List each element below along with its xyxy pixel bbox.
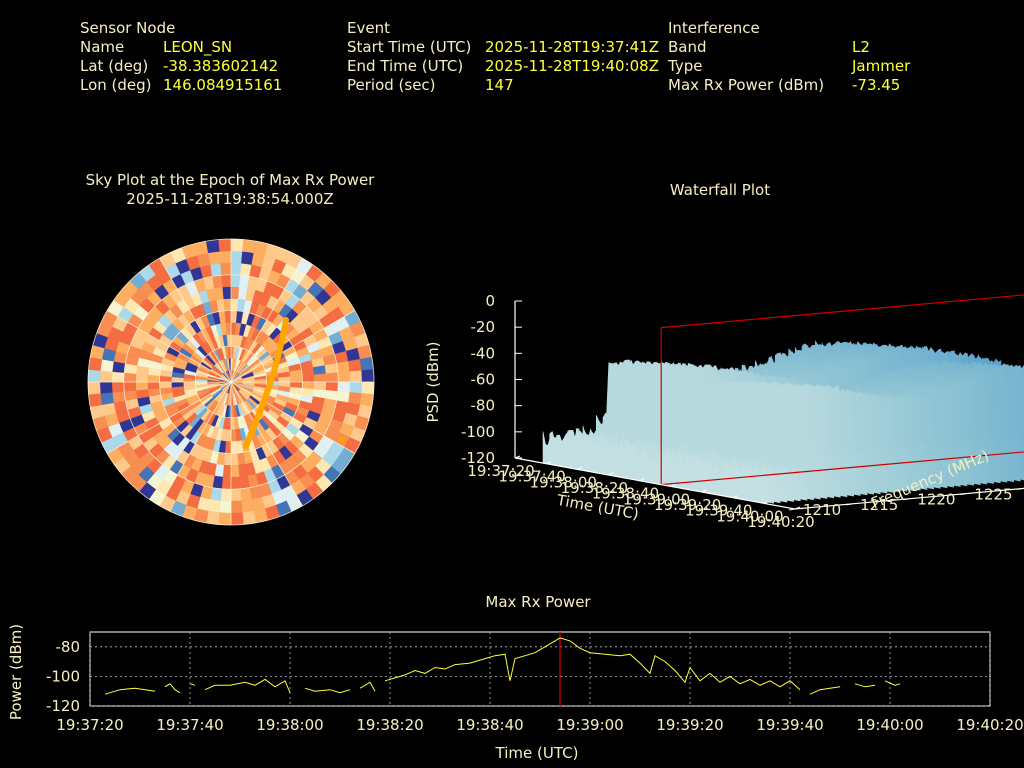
time-tick-label: 19:38:00 bbox=[530, 473, 597, 491]
time-tick-label: 19:40:00 bbox=[716, 507, 783, 525]
power-x-tick-label: 19:39:40 bbox=[756, 716, 823, 734]
satellite-point bbox=[339, 437, 345, 443]
sky-spoke bbox=[159, 381, 232, 507]
power-x-tick-label: 19:38:40 bbox=[456, 716, 523, 734]
psd-tick-label: -80 bbox=[471, 397, 496, 415]
power-x-tick-label: 19:38:20 bbox=[356, 716, 423, 734]
time-tick bbox=[545, 461, 552, 465]
satellite-track bbox=[243, 317, 289, 449]
event-period-label: Period (sec) bbox=[347, 76, 436, 94]
frequency-tick bbox=[846, 503, 853, 506]
time-tick bbox=[577, 466, 583, 470]
sensor-lon-label: Lon (deg) bbox=[80, 76, 152, 94]
sensor-node-heading: Sensor Node bbox=[80, 19, 176, 37]
interference-heading: Interference bbox=[668, 19, 760, 37]
time-tick-label: 19:38:40 bbox=[592, 485, 659, 503]
sky-spoke bbox=[106, 381, 232, 454]
psd-tick-label: -40 bbox=[471, 344, 496, 362]
epoch-plane bbox=[660, 294, 1024, 486]
time-tick-label: 19:39:20 bbox=[654, 496, 721, 514]
power-x-tick-label: 19:39:20 bbox=[656, 716, 723, 734]
power-x-tick-label: 19:40:00 bbox=[856, 716, 923, 734]
time-tick bbox=[763, 500, 770, 504]
sky-plot-title: Sky Plot at the Epoch of Max Rx Power bbox=[85, 171, 375, 189]
interference-power-value: -73.45 bbox=[852, 76, 901, 94]
event-heading: Event bbox=[347, 19, 390, 37]
time-tick bbox=[701, 489, 707, 493]
sensor-name-label: Name bbox=[80, 38, 125, 56]
time-tick-label: 19:37:40 bbox=[498, 468, 565, 486]
waterfall-title: Waterfall Plot bbox=[669, 181, 771, 199]
frequency-tick bbox=[1017, 487, 1024, 490]
waterfall-surface bbox=[542, 340, 1024, 505]
frequency-tick-label: 1220 bbox=[917, 491, 955, 509]
power-y-tick-label: -80 bbox=[56, 638, 81, 656]
waterfall-slice bbox=[542, 431, 768, 505]
psd-tick-label: -20 bbox=[471, 318, 496, 336]
sensor-lat-label: Lat (deg) bbox=[80, 57, 149, 75]
time-tick bbox=[732, 495, 738, 499]
interference-type-value: Jammer bbox=[852, 57, 911, 75]
sky-spoke bbox=[106, 310, 232, 383]
power-y-axis-label: Power (dBm) bbox=[7, 624, 25, 720]
sky-spoke bbox=[230, 310, 356, 383]
psd-tick-label: -60 bbox=[471, 371, 496, 389]
power-chart: 19:37:20 19:37:40 19:38:00 19:38:20 19:38:40… bbox=[7, 624, 1024, 762]
frequency-tick-label: 1225 bbox=[974, 486, 1012, 504]
event-end-label: End Time (UTC) bbox=[347, 57, 464, 75]
frequency-tick bbox=[903, 498, 910, 501]
power-y-tick-label: -100 bbox=[46, 667, 80, 685]
time-axis bbox=[514, 457, 796, 510]
frequency-tick bbox=[788, 508, 796, 511]
time-tick-label: 19:39:00 bbox=[623, 490, 690, 508]
event-start-value: 2025-11-28T19:37:41Z bbox=[485, 38, 659, 56]
time-tick-label: 19:39:40 bbox=[685, 502, 752, 520]
interference-band-value: L2 bbox=[852, 38, 870, 56]
time-tick-label: 19:37:20 bbox=[467, 462, 534, 480]
psd-tick-label: 0 bbox=[485, 292, 495, 310]
interference-band-label: Band bbox=[668, 38, 707, 56]
power-x-axis-label: Time (UTC) bbox=[495, 744, 579, 762]
power-y-tick-label: -120 bbox=[46, 697, 80, 715]
power-x-tick-label: 19:40:20 bbox=[956, 716, 1023, 734]
interference-type-label: Type bbox=[668, 57, 703, 75]
event-end-value: 2025-11-28T19:40:08Z bbox=[485, 57, 659, 75]
psd-tick-label: -120 bbox=[461, 449, 495, 467]
frequency-axis bbox=[794, 487, 1024, 510]
frequency-tick bbox=[960, 493, 967, 496]
time-tick bbox=[608, 472, 614, 476]
sky-plot bbox=[87, 238, 375, 526]
event-period-value: 147 bbox=[485, 76, 514, 94]
sky-spoke bbox=[159, 257, 232, 383]
psd-axis-label: PSD (dBm) bbox=[424, 341, 442, 422]
time-tick bbox=[514, 455, 521, 459]
time-tick bbox=[794, 506, 801, 510]
sky-spoke bbox=[230, 381, 356, 454]
sky-plot-subtitle: 2025-11-28T19:38:54.000Z bbox=[126, 190, 334, 208]
waterfall-plot: 0-20-40-60-80-100-12019:37:2019:37:4019:… bbox=[424, 292, 1024, 531]
power-chart-title: Max Rx Power bbox=[485, 593, 591, 611]
power-x-tick-label: 19:37:40 bbox=[156, 716, 223, 734]
time-tick-label: 19:38:20 bbox=[561, 479, 628, 497]
power-x-tick-label: 19:39:00 bbox=[556, 716, 623, 734]
frequency-tick-label: 1210 bbox=[803, 501, 841, 519]
sky-spoke bbox=[230, 381, 303, 507]
power-series-line bbox=[104, 637, 901, 695]
frequency-tick-label: 1215 bbox=[860, 496, 898, 514]
time-tick bbox=[670, 483, 676, 487]
time-tick-label: 19:40:20 bbox=[747, 513, 814, 531]
interference-power-label: Max Rx Power (dBm) bbox=[668, 76, 825, 94]
sensor-name-value: LEON_SN bbox=[163, 38, 233, 56]
power-x-tick-label: 19:37:20 bbox=[56, 716, 123, 734]
power-grid bbox=[89, 632, 991, 707]
sensor-lat-value: -38.383602142 bbox=[163, 57, 279, 75]
power-x-tick-label: 19:38:00 bbox=[256, 716, 323, 734]
sensor-lon-value: 146.084915161 bbox=[163, 76, 283, 94]
psd-tick-label: -100 bbox=[461, 423, 495, 441]
power-plot-frame bbox=[89, 631, 991, 707]
time-tick bbox=[639, 478, 645, 482]
sky-grid bbox=[87, 238, 375, 526]
sky-spoke bbox=[230, 257, 303, 383]
event-start-label: Start Time (UTC) bbox=[347, 38, 472, 56]
